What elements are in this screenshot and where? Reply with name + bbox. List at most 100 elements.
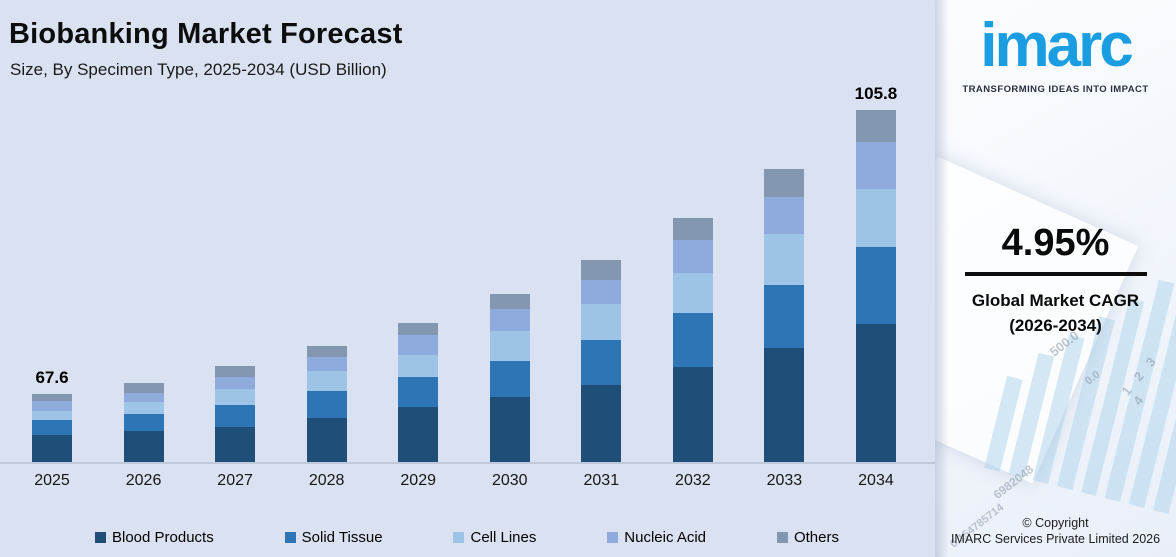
chart-title: Biobanking Market Forecast [9,18,403,50]
brand-panel: 500.0 0.0 1 2 3 4 6982048 0.154785714 im… [935,0,1176,557]
stacked-bar-2027 [215,366,256,462]
bar-segment-nucleic-acid [855,141,896,189]
bar-segment-blood-products [672,367,713,462]
copyright: © Copyright IMARC Services Private Limit… [935,515,1176,547]
bar-segment-blood-products [855,323,896,462]
bar-segment-others [306,346,347,358]
bar-segment-others [581,260,622,280]
x-axis-label-2027: 2027 [217,472,253,489]
data-label-2025: 67.6 [35,367,69,387]
bar-segment-solid-tissue [215,405,256,427]
bar-segment-others [32,393,72,402]
bar-segment-nucleic-acid [215,377,256,390]
legend-item-nucleic-acid: Nucleic Acid [607,529,706,546]
bar-segment-cell-lines [489,331,530,362]
stacked-bar-2032 [672,218,713,462]
bar-segment-cell-lines [215,389,256,406]
cagr-label-line1: Global Market CAGR [971,291,1140,310]
legend-item-solid-tissue: Solid Tissue [284,529,383,546]
x-axis-label-2025: 2025 [34,472,70,489]
x-axis-label-2029: 2029 [400,472,436,489]
bar-segment-cell-lines [306,371,347,392]
bar-segment-others [855,109,896,142]
bar-segment-solid-tissue [581,339,622,385]
x-axis-label-2028: 2028 [308,472,345,489]
stacked-bar-2029 [398,322,439,462]
bar-segment-nucleic-acid [581,279,622,305]
bar-segment-solid-tissue [672,313,713,367]
bar-segment-solid-tissue [764,285,805,348]
imarc-logo-tagline: TRANSFORMING IDEAS INTO IMPACT [962,84,1149,95]
legend-label: Blood Products [112,529,214,546]
bar-segment-cell-lines [32,410,72,420]
legend-item-others: Others [776,529,839,546]
bar-segment-blood-products [764,347,805,462]
legend-item-blood-products: Blood Products [95,529,214,546]
x-axis-label-2033: 2033 [766,472,803,489]
bar-segment-blood-products [123,431,164,462]
stacked-bar-2026 [123,383,164,462]
cagr-block: 4.95% Global Market CAGR (2026-2034) [935,222,1176,338]
bar-segment-nucleic-acid [32,401,72,411]
stacked-bar-plot: 2025 67.6 2026 2027 2028 2029 2030 2031 2032 2033… [0,83,935,489]
stacked-bar-2028 [306,346,347,462]
imarc-logo-text: imarc [980,11,1133,80]
legend: Blood Products Solid Tissue Cell Lines Nucl… [0,529,935,546]
bar-segment-nucleic-acid [489,308,530,332]
legend-swatch-icon [607,532,619,543]
bar-segment-nucleic-acid [123,392,164,403]
bar-segment-solid-tissue [855,246,896,324]
bar-segment-nucleic-acid [764,197,805,234]
legend-swatch-icon [453,532,465,543]
bar-segment-blood-products [581,384,622,462]
bar-segment-cell-lines [123,402,164,414]
x-axis-line [0,462,935,464]
bar-segment-nucleic-acid [398,334,439,355]
copyright-line1: © Copyright [1022,516,1089,530]
stacked-bar-2033 [764,168,805,462]
bar-segment-others [123,383,164,393]
legend-label: Solid Tissue [301,529,383,546]
bar-segment-cell-lines [764,233,805,286]
legend-label: Nucleic Acid [624,529,706,546]
bar-segment-solid-tissue [32,419,72,436]
stacked-bar-2031 [581,260,622,462]
bar-segment-cell-lines [581,304,622,340]
data-label-2034: 105.8 [854,83,898,103]
bar-segment-nucleic-acid [672,240,713,273]
legend-label: Cell Lines [470,529,537,546]
bar-segment-blood-products [215,427,256,462]
panel-edge-shadow [935,0,949,557]
bar-segment-solid-tissue [398,377,439,408]
x-axis-label-2026: 2026 [125,472,162,489]
x-axis-label-2030: 2030 [491,472,528,489]
x-axis-label-2034: 2034 [858,472,894,489]
bar-segment-others [764,168,805,198]
bar-segment-solid-tissue [306,391,347,418]
bar-segment-blood-products [306,418,347,462]
legend-label: Others [793,529,839,546]
stacked-bar-2034 [855,109,896,462]
x-axis-label-2032: 2032 [675,472,711,489]
bar-segment-others [215,366,256,378]
bar-segment-cell-lines [398,354,439,378]
bar-segment-solid-tissue [123,413,164,432]
chart-subtitle: Size, By Specimen Type, 2025-2034 (USD B… [10,60,387,79]
bar-segment-cell-lines [855,188,896,247]
chart-section: Biobanking Market Forecast Size, By Spec… [0,18,935,546]
bar-segment-others [672,218,713,241]
cagr-value: 4.95% [1001,222,1110,264]
bar-segment-blood-products [489,397,530,462]
legend-swatch-icon [284,532,296,543]
legend-item-cell-lines: Cell Lines [453,529,536,546]
stacked-bar-2025 [32,393,72,462]
bar-segment-blood-products [398,407,439,462]
bar-segment-solid-tissue [489,361,530,397]
bar-segment-others [489,293,530,309]
stacked-bar-2030 [489,293,530,462]
copyright-line2: IMARC Services Private Limited 2026 [950,532,1161,546]
legend-swatch-icon [776,532,788,543]
cagr-underline [964,272,1147,276]
bar-segment-others [398,322,439,335]
